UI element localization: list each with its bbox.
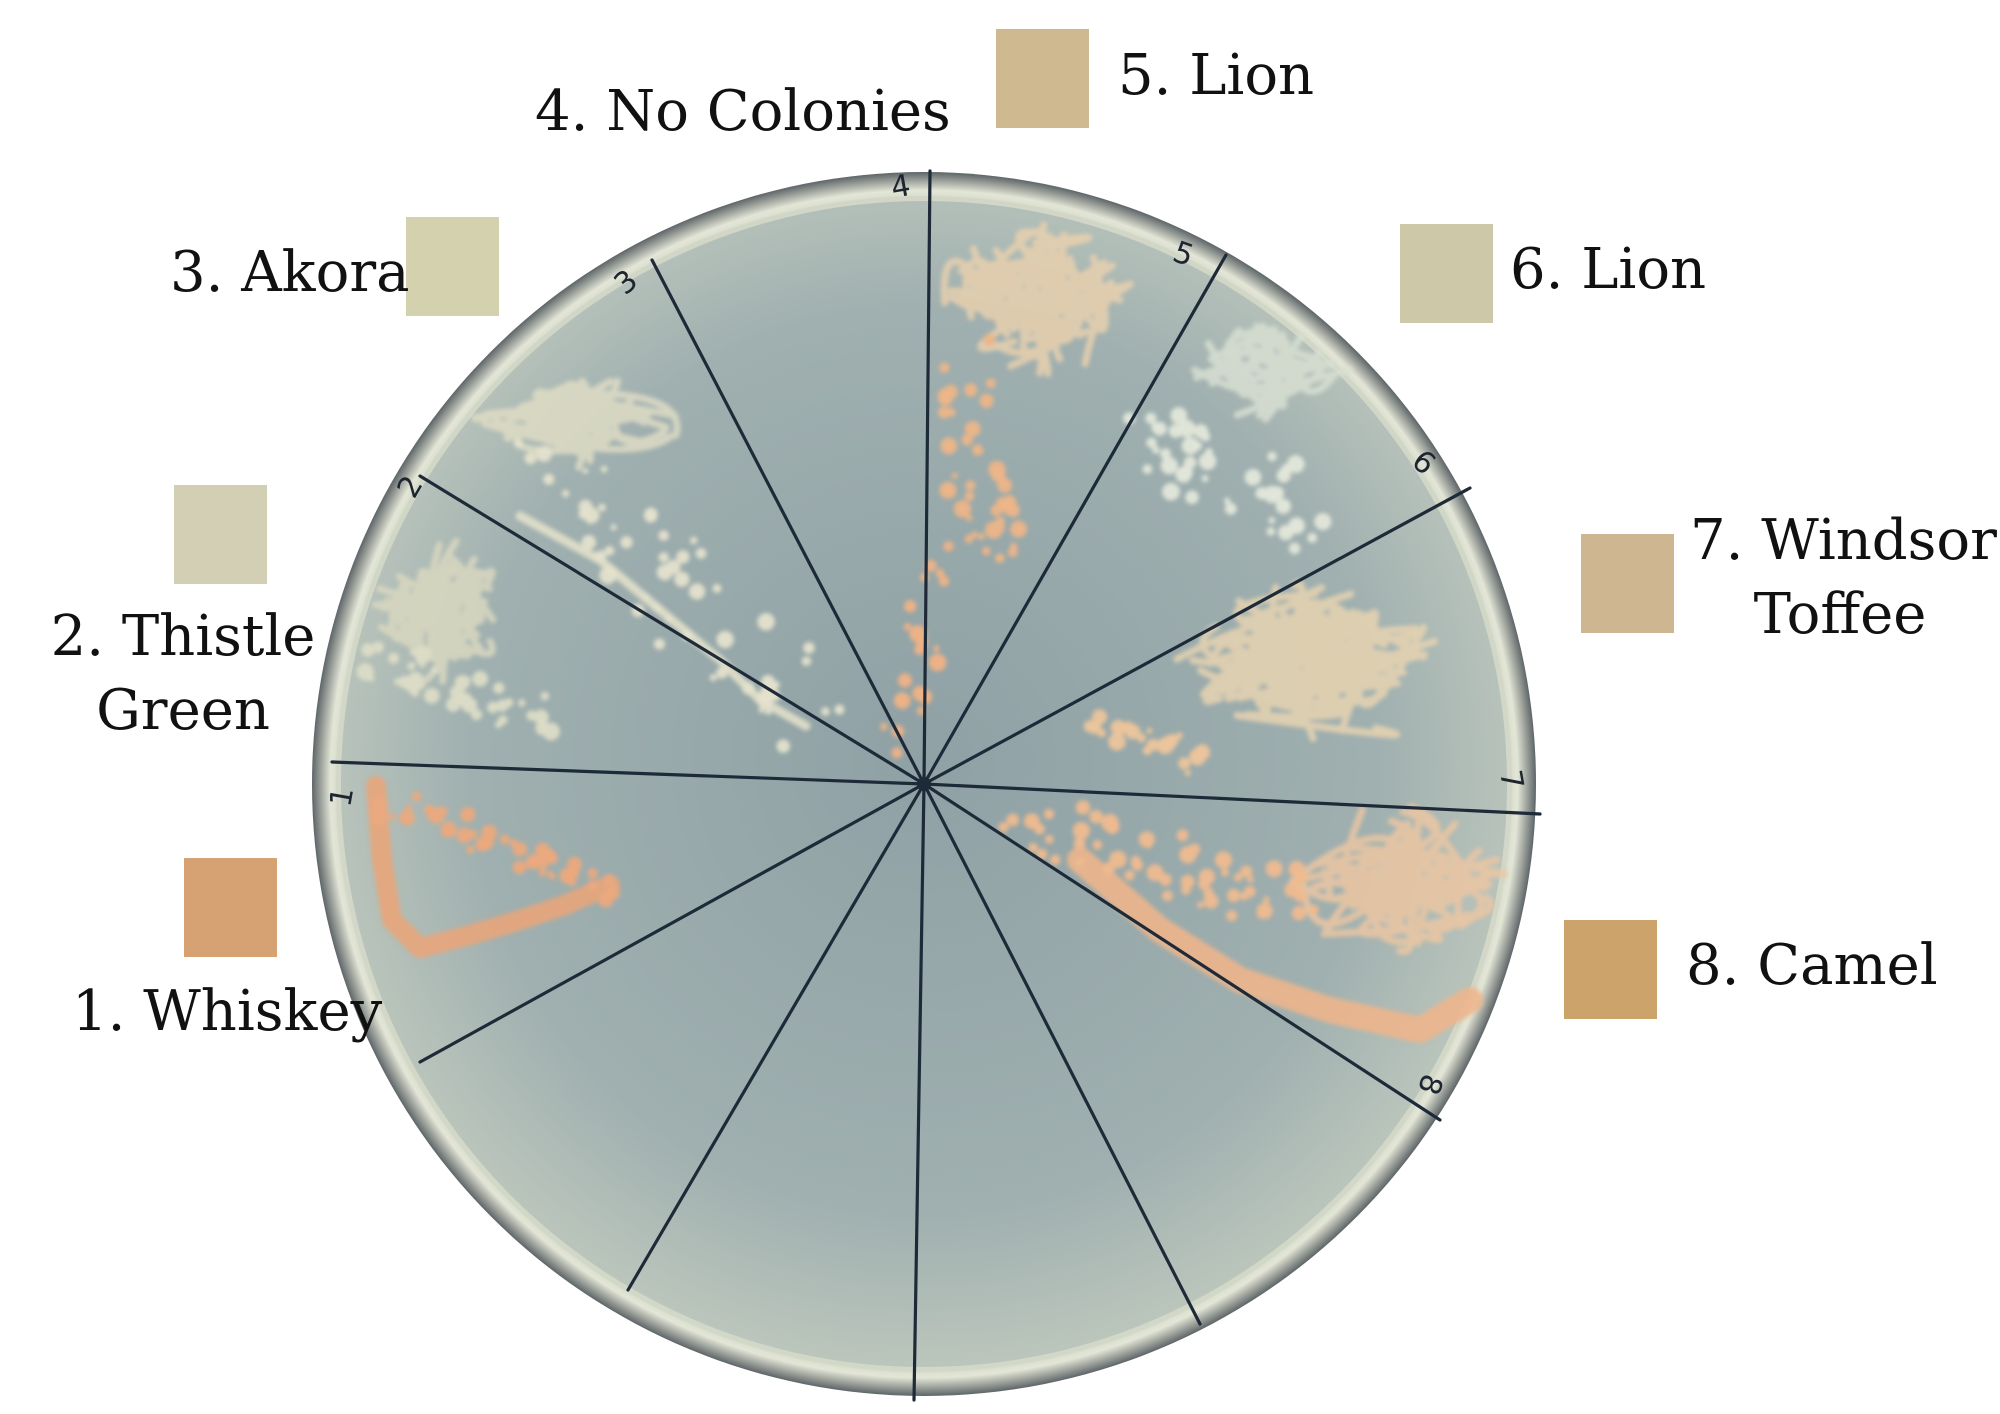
sector-marker-lines: [330, 169, 1542, 1402]
label-windsor-toffee: 7. Windsor Toffee: [1690, 504, 1997, 652]
label-text-line-2: Green: [96, 678, 270, 743]
colony-streak-thistle-green: [371, 537, 497, 685]
sector-center: [917, 777, 931, 791]
sector-line-4: [912, 782, 926, 1402]
label-akora: 3. Akora: [170, 236, 409, 310]
sector-line-11: [650, 258, 926, 786]
sector-line-5: [922, 782, 1202, 1326]
label-text: 5. Lion: [1118, 43, 1315, 108]
color-swatch-windsor-toffee: [1581, 534, 1674, 633]
colony-band-camel: [1067, 847, 1483, 1043]
colony-streak-windsor-toffee: [1173, 580, 1439, 742]
label-text: 1. Whiskey: [72, 979, 383, 1044]
colony-dots-lion-6: [1123, 407, 1332, 555]
colony-streak-camel: [1288, 803, 1509, 955]
color-swatch-thistle-green: [174, 485, 267, 584]
label-lion-5: 5. Lion: [1118, 39, 1314, 113]
colony-dots-thistle-green: [356, 641, 560, 741]
label-text: 2. Thistle: [50, 604, 316, 669]
sector-line-10: [922, 169, 932, 786]
label-camel: 8. Camel: [1686, 929, 1938, 1003]
colony-streak-lion-6: [1191, 322, 1353, 423]
colony-dots-lion-5: [937, 333, 1028, 563]
sector-line-2: [418, 782, 926, 1064]
colony-dots-camel: [998, 800, 1319, 922]
label-text-line-2: Toffee: [1753, 582, 1927, 647]
sector-line-7: [922, 782, 1542, 816]
label-text: 3. Akora: [170, 240, 410, 305]
label-text: 6. Lion: [1510, 237, 1707, 302]
color-swatch-whiskey: [184, 858, 277, 957]
sector-line-1: [330, 760, 926, 786]
label-thistle-green: 2. Thistle Green: [48, 600, 318, 748]
sector-line-8: [922, 486, 1472, 786]
color-swatch-lion-5: [996, 29, 1089, 128]
label-whiskey: 1. Whiskey: [72, 975, 382, 1049]
sector-line-12: [418, 474, 926, 786]
sector-line-6: [922, 782, 1442, 1122]
label-no-colonies: 4. No Colonies: [535, 75, 951, 149]
colony-dots-whiskey: [369, 791, 620, 908]
colony-streak-akora: [470, 377, 681, 471]
label-text: 4. No Colonies: [535, 79, 951, 144]
colony-streak-lion-5: [940, 221, 1134, 378]
colony-dots-akora: [513, 438, 845, 753]
colony-growth: [356, 221, 1509, 1043]
label-text: 7. Windsor: [1690, 508, 1997, 573]
colony-dots-windsor-toffee: [1083, 709, 1211, 777]
color-swatch-akora: [406, 217, 499, 316]
colony-streak-whiskey: [366, 776, 620, 958]
label-lion-6: 6. Lion: [1510, 233, 1706, 307]
label-text: 8. Camel: [1686, 933, 1938, 998]
color-swatch-lion-6: [1400, 224, 1493, 323]
sector-line-3: [626, 782, 926, 1292]
color-swatch-camel: [1564, 920, 1657, 1019]
sector-line-9: [922, 253, 1228, 786]
